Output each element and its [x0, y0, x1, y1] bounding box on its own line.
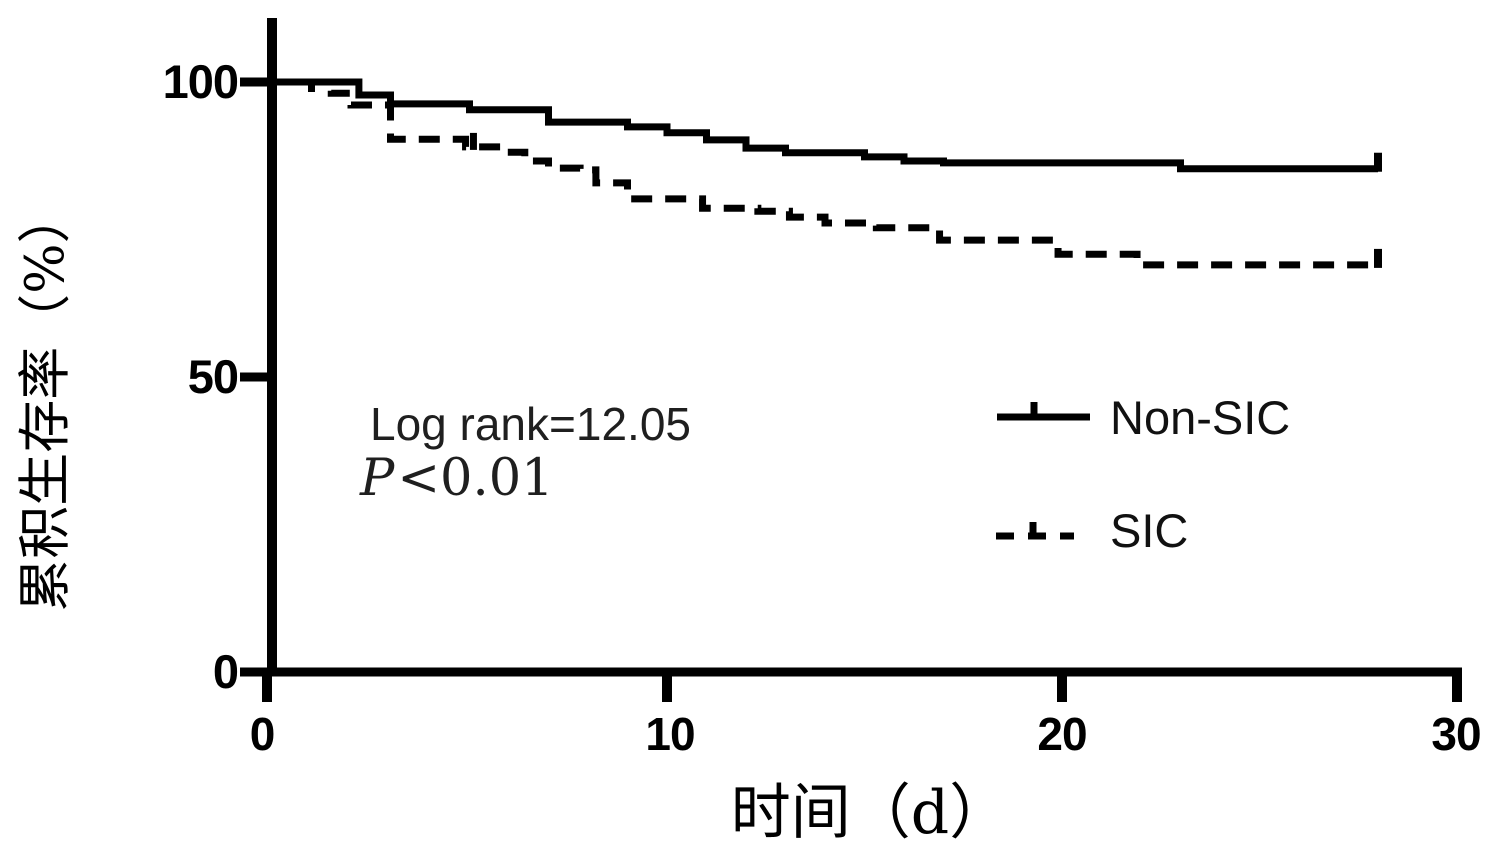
- y-tick-label-0: 0: [212, 645, 239, 698]
- log-rank-annotation: Log rank=12.05: [370, 398, 691, 450]
- y-tick-label-50: 50: [187, 350, 239, 403]
- y-axis-title: 累积生存率（%）: [15, 190, 76, 612]
- p-value-annotation: P<0.01: [360, 451, 554, 507]
- x-tick-label-10: 10: [645, 708, 695, 760]
- x-tick-label-30: 30: [1431, 708, 1481, 760]
- curve-non-sic: [272, 78, 1378, 173]
- p-symbol: P: [360, 449, 395, 508]
- x-tick-label-0: 0: [249, 708, 276, 760]
- y-tick-label-100: 100: [162, 55, 239, 108]
- legend-label-sic: SIC: [1110, 504, 1189, 557]
- curve-sic: [272, 78, 1378, 269]
- legend-label-non-sic: Non-SIC: [1110, 391, 1291, 444]
- x-axis-title: 时间（d）: [730, 778, 1010, 848]
- p-value-text: <0.01: [397, 449, 554, 508]
- x-tick-label-20: 20: [1037, 708, 1087, 760]
